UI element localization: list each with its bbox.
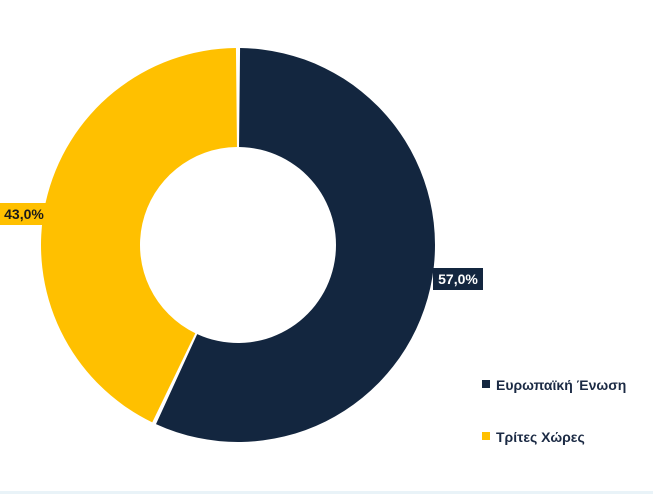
data-labels: 57,0% 43,0% — [0, 203, 483, 290]
legend-swatch — [482, 432, 490, 440]
legend-item-2: Τρίτες Χώρες — [482, 429, 585, 445]
data-label-1: 57,0% — [433, 268, 483, 290]
legend-item-1: Ευρωπαϊκή Ένωση — [482, 377, 626, 393]
svg-text:43,0%: 43,0% — [4, 206, 44, 222]
slice-1 — [155, 48, 436, 442]
legend: Ευρωπαϊκή Ένωση Τρίτες Χώρες — [482, 377, 626, 445]
legend-label: Τρίτες Χώρες — [496, 429, 585, 445]
legend-label: Ευρωπαϊκή Ένωση — [496, 377, 626, 393]
donut-slices — [41, 48, 436, 442]
data-label-2: 43,0% — [0, 203, 49, 225]
svg-text:57,0%: 57,0% — [438, 271, 478, 287]
slice-2 — [41, 48, 237, 423]
legend-swatch — [482, 380, 490, 388]
bottom-border — [0, 491, 653, 494]
